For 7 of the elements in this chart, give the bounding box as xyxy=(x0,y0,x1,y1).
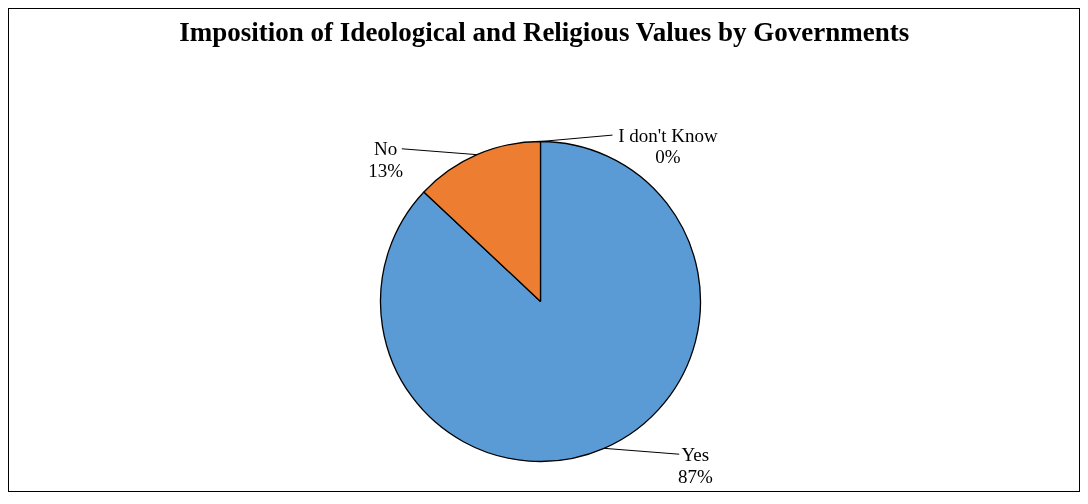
text: 0% xyxy=(655,146,681,168)
data-label: 87% xyxy=(677,465,713,487)
slice-label: No xyxy=(374,138,398,160)
legend-label: I don't Know xyxy=(618,124,718,146)
chart-title: Imposition of Ideological and Religious Values by Governments xyxy=(179,16,910,47)
data-label: 13% xyxy=(368,160,404,182)
slice-label: Yes xyxy=(681,443,710,465)
